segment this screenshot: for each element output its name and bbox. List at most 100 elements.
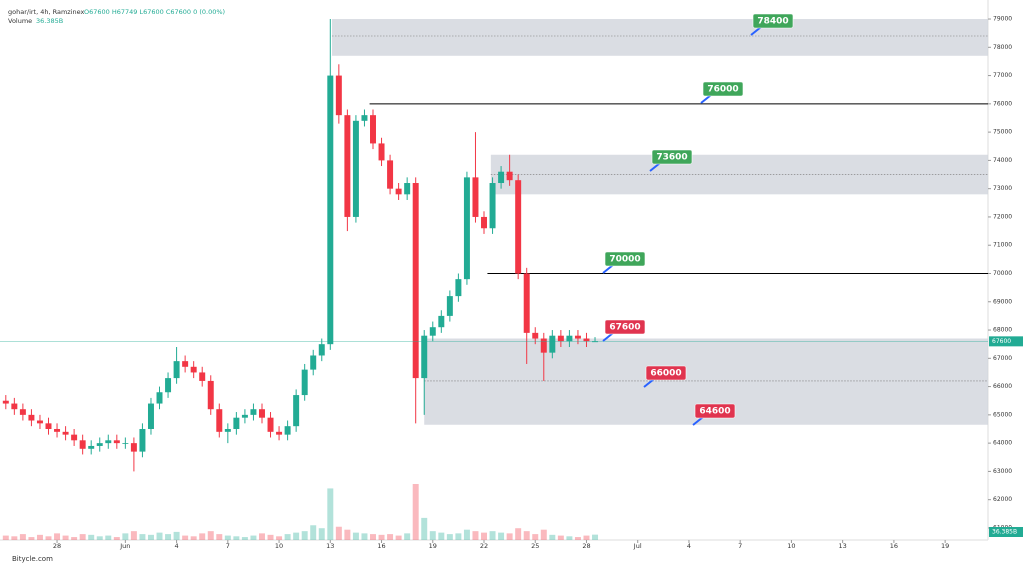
volume-bar — [233, 536, 240, 540]
y-tick-label: 65000 — [993, 411, 1012, 418]
volume-bar — [130, 531, 137, 540]
volume-bar — [139, 534, 146, 540]
candle-body — [489, 183, 496, 229]
volume-bar — [207, 531, 214, 540]
candle-body — [267, 417, 274, 432]
volume-bar — [557, 535, 564, 540]
candles — [2, 19, 599, 540]
candle-body — [370, 115, 376, 144]
x-tick-label: 4 — [687, 542, 691, 550]
volume-bar — [378, 534, 385, 540]
x-tick-label: 28 — [53, 542, 61, 550]
volume-bar — [96, 536, 103, 540]
y-tick-label: 71000 — [993, 242, 1012, 249]
level-label-box — [645, 365, 687, 381]
candle-body — [62, 431, 69, 435]
candle-body — [36, 420, 43, 424]
candle-body — [532, 332, 539, 339]
y-tick-label: 76000 — [993, 100, 1012, 107]
label-pointer — [692, 416, 704, 426]
y-tick-label: 63000 — [993, 468, 1012, 475]
candle-body — [2, 400, 9, 404]
candle-body — [574, 335, 581, 339]
volume-title: Volume — [8, 17, 32, 25]
volume-bar — [506, 533, 513, 540]
volume-bar — [395, 535, 402, 540]
volume-bar — [156, 532, 163, 540]
candle-body — [147, 403, 154, 429]
volume-bar — [2, 535, 9, 540]
candle-body — [113, 440, 120, 444]
volume-bar — [182, 535, 189, 540]
candle-body — [71, 434, 78, 441]
candle-body — [310, 355, 317, 370]
volume-legend: 36.385B — [36, 17, 63, 25]
level-label: 76000 — [707, 85, 738, 95]
candle-body — [498, 171, 505, 184]
volume-bar — [293, 532, 300, 540]
x-tick-label: 16 — [890, 542, 898, 550]
volume-bar — [455, 533, 462, 540]
volume-bar — [165, 534, 172, 540]
candle-body — [481, 216, 487, 229]
volume-bar — [241, 537, 248, 540]
candle-body — [327, 75, 334, 345]
last-price-tag — [989, 336, 1023, 347]
candle-body — [395, 188, 402, 195]
candle-body — [11, 403, 18, 410]
candle-body — [156, 392, 163, 404]
volume-bar — [173, 531, 180, 540]
x-tick-label: 25 — [531, 542, 539, 550]
volume-bar — [523, 531, 530, 540]
volume-bar — [19, 534, 26, 540]
candle-body — [463, 177, 470, 280]
y-tick-label: 67000 — [993, 355, 1012, 362]
candle-body — [592, 341, 599, 343]
volume-bar — [54, 533, 61, 540]
volume-bar — [549, 534, 556, 540]
candle-body — [506, 171, 513, 181]
volume-bar — [258, 533, 265, 540]
candle-body — [45, 423, 52, 429]
level-label-box — [604, 251, 646, 267]
volume-bar — [276, 536, 283, 540]
volume-bar — [11, 536, 18, 540]
y-tick-label: 69000 — [993, 298, 1012, 305]
candle-body — [472, 177, 479, 217]
candle-body — [446, 296, 453, 316]
y-tick-label: 78000 — [993, 44, 1012, 51]
volume-bar — [446, 534, 453, 540]
zone — [332, 19, 988, 56]
x-tick-label: 13 — [326, 542, 334, 550]
candle-body — [130, 443, 137, 452]
volume-bar — [412, 484, 419, 540]
volume-bar — [421, 517, 428, 540]
candle-body — [139, 428, 146, 452]
candle-body — [233, 417, 240, 429]
volume-bar — [267, 534, 274, 540]
volume-bar — [404, 533, 411, 540]
volume-bar — [463, 529, 470, 540]
candle-body — [96, 443, 103, 446]
volume-bar — [88, 534, 95, 540]
watermark: Bitycle.com — [12, 555, 53, 563]
y-tick-label: 75000 — [993, 129, 1012, 136]
candle-body — [378, 143, 385, 161]
chart-title: gohar/irt, 4h, Ramzinex — [8, 8, 85, 16]
last-price-label: 67600 — [992, 338, 1011, 345]
volume-bar — [79, 534, 86, 540]
level-label-box — [651, 149, 693, 165]
volume-tag-label: 36.385B — [992, 529, 1017, 536]
level-label: 78400 — [757, 17, 788, 27]
volume-bar — [438, 532, 445, 540]
volume-bar — [540, 529, 547, 540]
candle-body — [173, 361, 180, 379]
level-label: 66000 — [650, 369, 681, 379]
x-tick-label: 28 — [582, 542, 590, 550]
volume-bar — [310, 525, 317, 540]
level-label-box — [752, 13, 794, 29]
candle-body — [19, 409, 26, 415]
